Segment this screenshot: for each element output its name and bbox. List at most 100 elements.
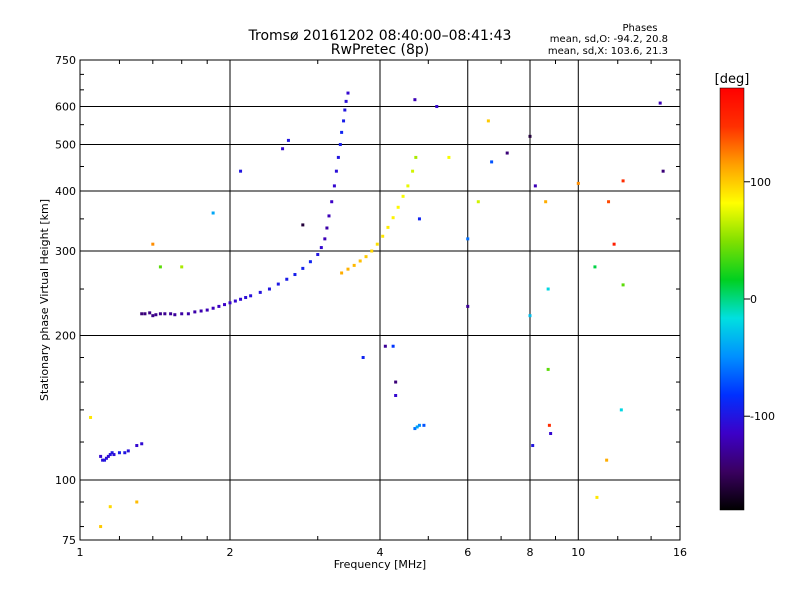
data-point <box>158 265 162 269</box>
data-point <box>308 260 312 264</box>
data-point <box>343 108 347 112</box>
x-tick-label: 10 <box>571 546 585 559</box>
y-tick-label: 75 <box>62 534 76 547</box>
data-point <box>108 453 112 457</box>
scatter-points <box>89 91 665 529</box>
colorbar-ticks: 100 0 -100 <box>744 176 775 423</box>
data-point <box>112 453 116 457</box>
data-point <box>486 119 490 123</box>
data-point <box>415 425 419 429</box>
data-point <box>135 444 139 448</box>
data-point <box>99 454 103 458</box>
y-tick-label: 100 <box>55 474 76 487</box>
data-point <box>239 169 243 173</box>
axis-ticks: 1 2 4 6 8 10 16 75 100 200 300 400 500 600 750 <box>55 54 687 559</box>
data-point <box>211 306 215 310</box>
data-point <box>143 312 147 316</box>
data-point <box>244 296 248 300</box>
data-point <box>158 312 162 316</box>
y-tick-label: 300 <box>55 245 76 258</box>
data-point <box>476 200 480 204</box>
data-point <box>528 134 532 138</box>
data-point <box>661 169 665 173</box>
data-point <box>413 427 417 431</box>
data-point <box>658 101 662 105</box>
data-point <box>447 155 451 159</box>
data-point <box>466 237 470 241</box>
phase-stats-x: mean, sd,X: 103.6, 21.3 <box>548 46 668 57</box>
y-tick-label: 500 <box>55 139 76 152</box>
data-point <box>293 273 297 277</box>
data-point <box>394 380 398 384</box>
data-point <box>316 253 320 257</box>
data-point <box>123 451 127 455</box>
data-point <box>151 314 155 318</box>
data-point <box>435 105 439 109</box>
y-tick-label: 600 <box>55 101 76 114</box>
data-point <box>169 312 173 316</box>
data-point <box>344 99 348 103</box>
data-point <box>140 312 144 316</box>
data-point <box>228 301 232 305</box>
data-point <box>340 130 344 134</box>
data-point <box>193 310 197 314</box>
plot-frame <box>79 59 681 541</box>
data-point <box>391 344 395 348</box>
data-point <box>417 423 421 427</box>
y-tick-label: 750 <box>55 54 76 67</box>
data-point <box>211 211 215 215</box>
data-point <box>612 242 616 246</box>
data-point <box>593 265 597 269</box>
x-tick-label: 4 <box>377 546 384 559</box>
colorbar-tick-label: -100 <box>750 410 775 423</box>
data-point <box>528 314 532 318</box>
x-tick-label: 1 <box>77 546 84 559</box>
data-point <box>104 456 108 460</box>
data-point <box>140 442 144 446</box>
data-point <box>346 91 350 95</box>
data-point <box>391 216 395 220</box>
data-point <box>413 98 417 102</box>
x-tick-label: 8 <box>527 546 534 559</box>
data-point <box>217 304 221 308</box>
data-point <box>223 303 227 307</box>
data-point <box>186 312 190 316</box>
data-point <box>126 449 130 453</box>
data-point <box>546 367 550 371</box>
data-point <box>285 277 289 281</box>
data-point <box>332 184 336 188</box>
colorbar-label: [deg] <box>715 72 750 87</box>
y-tick-label: 200 <box>55 330 76 343</box>
data-point <box>249 294 253 298</box>
data-point <box>370 249 374 253</box>
data-point <box>336 155 340 159</box>
data-point <box>258 290 262 294</box>
data-point <box>163 312 167 316</box>
grid-lines <box>80 60 680 540</box>
data-point <box>417 217 421 221</box>
data-point <box>173 313 177 317</box>
data-point <box>103 458 107 462</box>
chart-title: Tromsø 20161202 08:40:00–08:41:43 <box>248 28 512 44</box>
data-point <box>361 355 365 359</box>
data-point <box>301 223 305 227</box>
data-point <box>547 423 551 427</box>
colorbar <box>719 87 745 511</box>
data-point <box>422 423 426 427</box>
data-point <box>533 184 537 188</box>
data-point <box>180 312 184 316</box>
data-point <box>595 495 599 499</box>
data-point <box>327 214 331 218</box>
phase-stats-heading: Phases <box>622 23 657 34</box>
x-tick-label: 6 <box>464 546 471 559</box>
colorbar-tick-label: 100 <box>750 176 771 189</box>
data-point <box>346 267 350 271</box>
data-point <box>383 344 387 348</box>
data-point <box>364 255 368 259</box>
data-point <box>89 415 93 419</box>
x-tick-label: 2 <box>227 546 234 559</box>
data-point <box>401 194 405 198</box>
data-point <box>549 432 553 436</box>
data-point <box>546 287 550 291</box>
data-point <box>199 309 203 313</box>
